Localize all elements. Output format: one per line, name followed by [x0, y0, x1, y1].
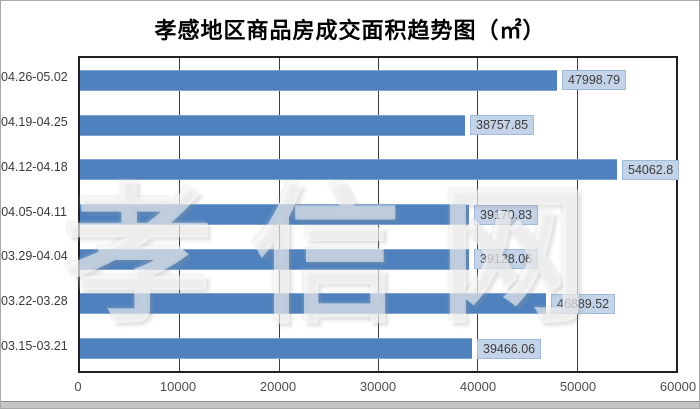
value-label: 39466.06	[477, 338, 542, 359]
category-label: 04.12-04.18	[1, 159, 68, 174]
x-tick-label: 0	[74, 379, 82, 394]
category-label: 04.05-04.11	[1, 204, 67, 219]
category-label: 04.26-05.02	[1, 70, 68, 85]
x-tick-label: 60000	[659, 379, 697, 394]
value-label: 46889.52	[551, 293, 616, 314]
x-tick-label: 20000	[259, 379, 297, 394]
category-label: 03.15-03.21	[1, 338, 68, 353]
bar	[80, 69, 557, 91]
value-label: 39128.06	[474, 249, 539, 270]
bottom-edge-bar	[1, 401, 699, 408]
bar	[80, 248, 469, 270]
x-tick-label: 50000	[559, 379, 597, 394]
bar	[80, 204, 469, 225]
x-tick-label: 30000	[359, 379, 397, 394]
value-label: 47998.79	[562, 70, 627, 91]
category-label: 03.22-03.28	[1, 293, 68, 308]
bar	[80, 114, 465, 136]
plot-area: 47998.79 38757.85 54062.8 39170.83 39128.06 4…	[78, 56, 680, 373]
category-label: 04.19-04.25	[1, 115, 68, 130]
x-tick-label: 40000	[459, 379, 497, 394]
chart-title: 孝感地区商品房成交面积趋势图（㎡）	[154, 18, 546, 43]
bar	[80, 293, 546, 315]
value-label: 39170.83	[474, 204, 539, 225]
bar	[80, 338, 472, 360]
x-axis-labels: 0 10000 20000 30000 40000 50000 60000	[74, 379, 696, 397]
category-label: 03.29-04.04	[1, 249, 68, 264]
value-label: 38757.85	[470, 115, 535, 136]
value-label: 54062.8	[622, 159, 680, 180]
gridline	[576, 58, 578, 371]
x-tick-label: 10000	[159, 379, 197, 394]
y-axis-labels: 04.26-05.02 04.19-04.25 04.12-04.18 04.05-0…	[1, 56, 71, 373]
bar	[80, 159, 617, 181]
